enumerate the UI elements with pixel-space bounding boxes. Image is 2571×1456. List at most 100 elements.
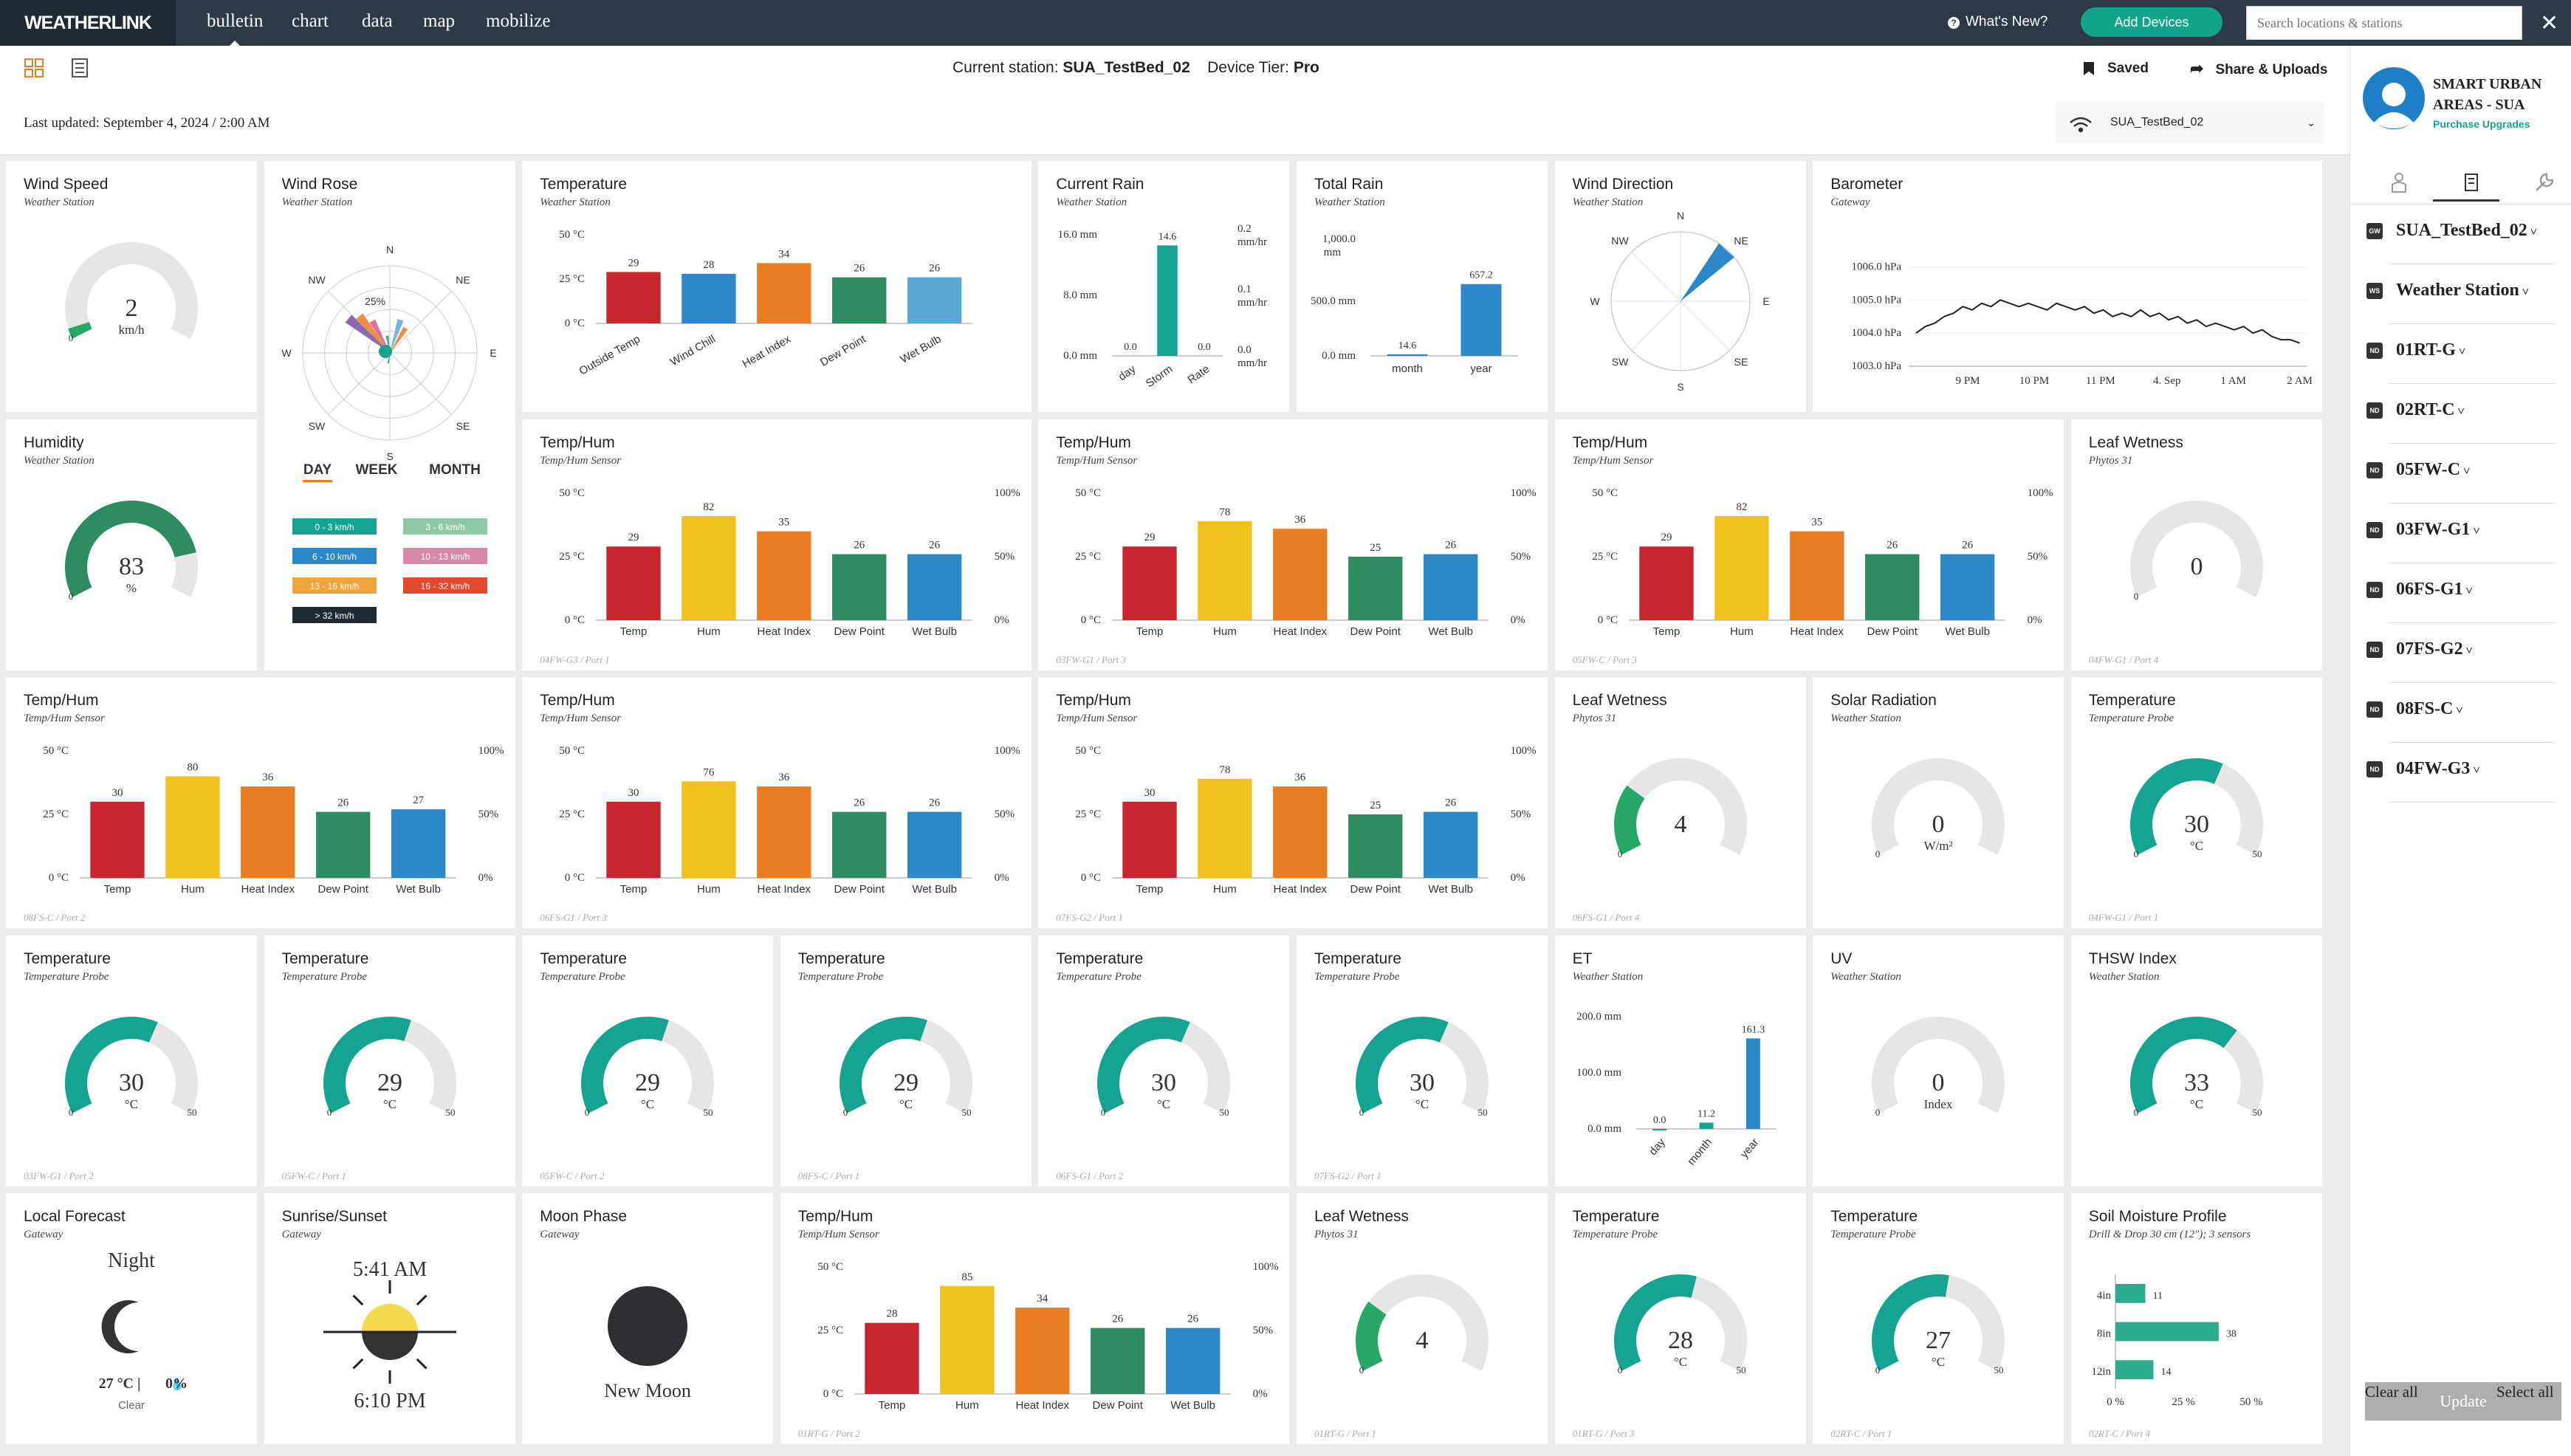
add-devices-button[interactable]: Add Devices	[2081, 7, 2222, 37]
widget-et[interactable]: ET Weather Station 0.0 mm 100.0 mm 200.0 mm 0…	[1554, 935, 1806, 1187]
chevron-down-icon[interactable]: ˅	[2470, 764, 2480, 777]
chevron-down-icon[interactable]: ˅	[2453, 704, 2463, 717]
widget-wind-speed[interactable]: Wind Speed Weather Station 2 km/h 0	[6, 161, 257, 412]
device-item-weather station[interactable]: WS Weather Station ˅	[2366, 281, 2529, 301]
bar-category-label: Wet Bulb	[913, 883, 958, 896]
chevron-down-icon[interactable]: ˅	[2519, 286, 2530, 298]
tab-chart[interactable]: chart	[292, 11, 329, 31]
chevron-down-icon[interactable]: ˅	[2460, 465, 2471, 478]
widget-wind-rose[interactable]: Wind Rose Weather Station N NE E SE S SW W NW 25% D…	[264, 161, 515, 670]
device-item-04fw-g3[interactable]: ND 04FW-G3 ˅	[2366, 759, 2480, 779]
widget-graphic: 0W/m²0	[1872, 758, 2005, 859]
widget-sunrise[interactable]: Sunrise/Sunset Gateway 5:41 AM 6:10 PM	[264, 1193, 515, 1445]
avatar[interactable]	[2362, 66, 2426, 130]
search-input[interactable]	[2246, 6, 2522, 40]
bar-category-label: day	[1116, 363, 1139, 383]
widget-subtitle: Temperature Probe	[1830, 1229, 1916, 1241]
tab-data[interactable]: data	[362, 11, 393, 31]
device-item-02rt-c[interactable]: ND 02RT-C ˅	[2366, 400, 2465, 420]
bar	[1652, 1128, 1666, 1130]
widget-subtitle: Gateway	[281, 1229, 321, 1241]
chevron-down-icon[interactable]: ˅	[2455, 346, 2466, 358]
widget-solar-radiation[interactable]: Solar Radiation Weather Station 0 W/m² 0	[1813, 677, 2064, 929]
widget-barometer[interactable]: Barometer Gateway 1003.0 hPa 1004.0 hPa 1005…	[1813, 161, 2322, 412]
widget-moon[interactable]: Moon Phase Gateway New Moon	[522, 1193, 774, 1445]
widget-th-06fs-g1[interactable]: Temp/Hum Temp/Hum Sensor 06FS-G1 / Port 3 0…	[522, 677, 1032, 929]
gauge-unit: °C	[1157, 1097, 1170, 1111]
widget-humidity[interactable]: Humidity Weather Station 83% 0	[6, 419, 257, 670]
widget-temperature[interactable]: Temperature Weather Station 0 °C 25 °C 50 °C…	[522, 161, 1032, 412]
share-uploads-button[interactable]: ➦ Share & Uploads	[2190, 46, 2327, 93]
widget-temp-probe-9[interactable]: Temperature Temperature Probe 02RT-C / Por…	[1813, 1193, 2064, 1445]
tab-bulletin[interactable]: bulletin	[207, 0, 263, 46]
device-item-sua-testbed-02[interactable]: GW SUA_TestBed_02 ˅	[2366, 221, 2537, 241]
widget-th-05fw-c[interactable]: Temp/Hum Temp/Hum Sensor 05FW-C / Port 3 0 …	[1554, 419, 2064, 670]
widget-uv[interactable]: UV Weather Station 0 Index 0	[1813, 935, 2064, 1187]
bar-value-label: 26	[1112, 1314, 1124, 1325]
update-button[interactable]: Update	[2365, 1382, 2561, 1421]
chevron-down-icon[interactable]: ˅	[2462, 585, 2473, 597]
widget-th-08fs-c[interactable]: Temp/Hum Temp/Hum Sensor 08FS-C / Port 2 0 …	[6, 677, 515, 929]
chevron-down-icon[interactable]: ˅	[2462, 645, 2473, 657]
clear-all-button[interactable]: Clear all	[2365, 1383, 2418, 1401]
widget-th-01rt-g[interactable]: Temp/Hum Temp/Hum Sensor 01RT-G / Port 2 0 …	[780, 1193, 1290, 1445]
close-icon[interactable]: ✕	[2540, 11, 2559, 35]
gauge-min-label: 0	[1359, 1364, 1365, 1376]
device-item-01rt-g[interactable]: ND 01RT-G ˅	[2366, 340, 2465, 360]
tab-mobilize[interactable]: mobilize	[486, 11, 551, 31]
widget-temp-probe-4[interactable]: Temperature Temperature Probe 05FW-C / Por…	[522, 935, 774, 1187]
purchase-upgrades-link[interactable]: Purchase Upgrades	[2433, 118, 2530, 130]
device-item-05fw-c[interactable]: ND 05FW-C ˅	[2366, 460, 2470, 480]
device-item-03fw-g1[interactable]: ND 03FW-G1 ˅	[2366, 520, 2480, 540]
widget-th-07fs-g2[interactable]: Temp/Hum Temp/Hum Sensor 07FS-G2 / Port 1 0…	[1038, 677, 1548, 929]
bar-dew-point	[1348, 556, 1403, 620]
widget-title: Wind Speed	[24, 176, 109, 193]
widget-temp-probe-8[interactable]: Temperature Temperature Probe 01RT-G / Por…	[1554, 1193, 1806, 1445]
widget-temp-probe-7[interactable]: Temperature Temperature Probe 07FS-G2 / Po…	[1297, 935, 1548, 1187]
y-tick-label: 1003.0 hPa	[1852, 360, 1902, 372]
chevron-down-icon[interactable]: ˅	[2470, 525, 2480, 538]
y2-tick-label: 50%	[1252, 1325, 1273, 1336]
widget-temp-probe-1[interactable]: Temperature Temperature Probe 04FW-G1 / Po…	[2070, 677, 2322, 929]
chevron-down-icon[interactable]: ˅	[2527, 226, 2537, 238]
sun-night-icon	[361, 1332, 418, 1361]
widget-th-04fw-g3[interactable]: Temp/Hum Temp/Hum Sensor 04FW-G3 / Port 1 0…	[522, 419, 1032, 670]
widget-graphic: 29°C 0 50	[839, 1016, 972, 1118]
widget-soil-moisture[interactable]: Soil Moisture Profile Drill & Drop 30 cm …	[2070, 1193, 2322, 1445]
device-item-08fs-c[interactable]: ND 08FS-C ˅	[2366, 699, 2462, 719]
person-tab-icon[interactable]	[2390, 171, 2408, 195]
bar-dew-point	[832, 554, 887, 620]
widget-forecast[interactable]: Local Forecast Gateway Night 27 °C | 💧 0% Clea…	[6, 1193, 257, 1445]
widget-graphic: 40	[1356, 1274, 1489, 1376]
device-tab-icon[interactable]	[2461, 171, 2482, 195]
widget-temp-probe-5[interactable]: Temperature Temperature Probe 08FS-C / Por…	[780, 935, 1032, 1187]
y2-tick-label: 0%	[2027, 614, 2042, 626]
widget-total-rain[interactable]: Total Rain Weather Station 0.0 mm 500.0 mm 1…	[1297, 161, 1548, 412]
chevron-down-icon[interactable]: ˅	[2454, 405, 2465, 418]
device-item-06fs-g1[interactable]: ND 06FS-G1 ˅	[2366, 580, 2473, 600]
wrench-tab-icon[interactable]	[2532, 171, 2555, 195]
device-item-07fs-g2[interactable]: ND 07FS-G2 ˅	[2366, 639, 2473, 659]
widget-footer: 05FW-C / Port 3	[1572, 653, 1637, 665]
widget-wind-direction[interactable]: Wind Direction Weather Station N NE E SE S SW W N…	[1554, 161, 1806, 412]
widget-thsw[interactable]: THSW Index Weather Station 33 °C 0 50	[2070, 935, 2322, 1187]
widget-current-rain[interactable]: Current Rain Weather Station 0.0 mm 8.0 mm 1…	[1038, 161, 1290, 412]
weatherlink-logo[interactable]: WEATHERLINK	[0, 0, 176, 46]
tab-map[interactable]: map	[423, 11, 456, 31]
widget-th-03fw-g1[interactable]: Temp/Hum Temp/Hum Sensor 03FW-G1 / Port 3 0…	[1038, 419, 1548, 670]
bar-temp	[1122, 546, 1178, 620]
grid-view-icon[interactable]	[24, 58, 44, 78]
station-select[interactable]: SUA_TestBed_02 ⌄	[2056, 102, 2324, 143]
select-all-button[interactable]: Select all	[2496, 1383, 2554, 1401]
rose-label-w: W	[281, 347, 292, 359]
whats-new-link[interactable]: ? What's New?	[1948, 0, 2047, 46]
device-name: 03FW-G1	[2396, 520, 2471, 539]
widget-temp-probe-6[interactable]: Temperature Temperature Probe 06FS-G1 / Po…	[1038, 935, 1290, 1187]
widget-temp-probe-2[interactable]: Temperature Temperature Probe 03FW-G1 / Po…	[6, 935, 257, 1187]
saved-button[interactable]: Saved	[2084, 46, 2149, 92]
widget-temp-probe-3[interactable]: Temperature Temperature Probe 05FW-C / Por…	[264, 935, 515, 1187]
list-view-icon[interactable]	[71, 58, 89, 78]
